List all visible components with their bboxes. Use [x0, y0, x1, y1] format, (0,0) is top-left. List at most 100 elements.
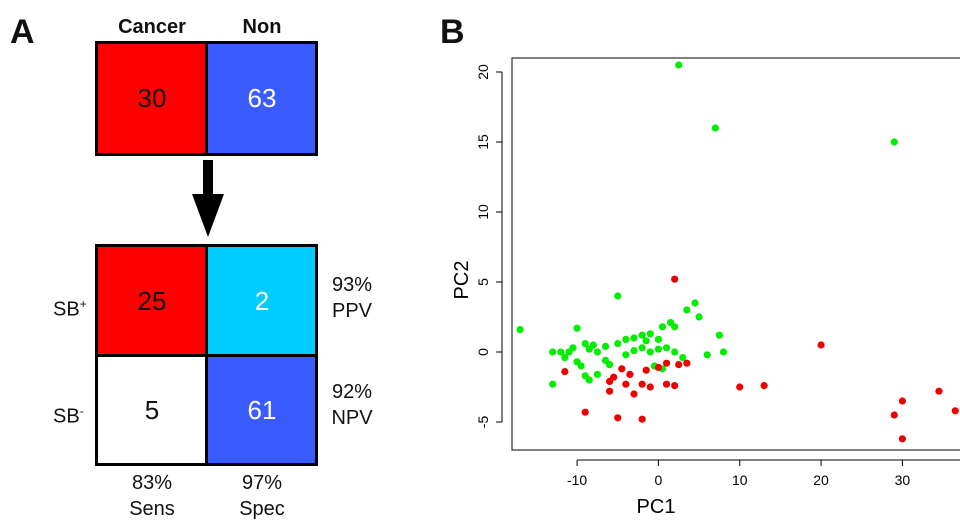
- green-point: [683, 306, 691, 314]
- red-point: [662, 359, 671, 367]
- y-tick-label: 5: [475, 278, 491, 286]
- red-point: [951, 407, 959, 415]
- green-point: [654, 345, 662, 353]
- false-positive-cell: 2: [207, 246, 317, 356]
- green-point: [581, 372, 589, 380]
- red-point: [606, 387, 614, 395]
- spec-stat: 97% Spec: [207, 470, 317, 522]
- sens-stat: 83% Sens: [97, 470, 207, 522]
- red-point: [683, 359, 691, 367]
- true-negative-value: 61: [247, 394, 277, 425]
- red-point: [760, 382, 768, 390]
- red-point: [817, 341, 825, 349]
- green-point: [606, 361, 614, 369]
- sens-percent: 83%: [131, 472, 173, 494]
- green-point: [667, 319, 675, 327]
- red-point: [561, 368, 569, 376]
- red-point: [581, 408, 589, 416]
- true-positive-cell: 25: [97, 246, 207, 356]
- red-point: [618, 365, 626, 373]
- red-point: [662, 380, 671, 388]
- green-point: [585, 345, 593, 353]
- cancer-total-cell: 30: [97, 42, 207, 154]
- x-tick-label: -10: [567, 472, 587, 488]
- green-point: [561, 354, 569, 362]
- true-positive-value: 25: [137, 285, 167, 316]
- red-point: [671, 382, 679, 390]
- cancer-total-value: 30: [137, 82, 167, 113]
- green-point: [601, 342, 610, 350]
- green-point: [516, 326, 524, 334]
- green-point: [549, 380, 557, 388]
- red-point: [642, 366, 650, 374]
- green-point: [630, 334, 638, 342]
- green-point: [691, 299, 699, 307]
- green-point: [642, 337, 650, 345]
- green-point: [671, 348, 679, 356]
- green-point: [715, 331, 723, 339]
- green-point: [565, 348, 573, 356]
- green-point: [711, 124, 719, 132]
- red-point: [638, 380, 646, 388]
- green-point: [549, 348, 557, 356]
- green-point: [630, 347, 638, 355]
- green-point: [638, 331, 646, 339]
- y-tick-label: 20: [475, 64, 491, 80]
- false-positive-value: 2: [254, 285, 270, 316]
- green-point: [614, 340, 622, 348]
- spec-label: Spec: [239, 498, 285, 520]
- panel-b-letter: B: [440, 13, 465, 51]
- row-label-sb-negative-sup: -: [79, 404, 84, 418]
- green-point: [622, 351, 630, 359]
- red-point: [638, 415, 646, 423]
- red-point: [890, 411, 898, 419]
- green-point: [654, 335, 662, 343]
- ppv-stat: 93% PPV: [322, 272, 382, 324]
- green-point: [638, 344, 646, 352]
- npv-percent: 92%: [331, 381, 373, 403]
- green-point: [593, 348, 601, 356]
- green-point: [573, 324, 581, 332]
- green-point: [719, 348, 728, 356]
- green-point: [675, 61, 683, 69]
- x-tick-label: 10: [732, 472, 748, 488]
- red-point: [654, 363, 662, 371]
- ppv-label: PPV: [331, 300, 373, 322]
- ppv-percent: 93%: [331, 274, 373, 296]
- red-point: [671, 275, 679, 283]
- row-label-sb-negative-base: SB: [53, 405, 80, 428]
- false-negative-value: 5: [144, 394, 160, 425]
- green-point: [593, 370, 601, 378]
- red-point: [935, 387, 943, 395]
- y-axis-label: PC2: [451, 261, 473, 300]
- non-total-value: 63: [247, 82, 277, 113]
- green-point: [557, 348, 565, 356]
- green-point: [577, 362, 585, 370]
- red-point: [610, 373, 618, 381]
- panel-a-letter: A: [10, 13, 35, 51]
- y-tick-label: 15: [475, 134, 491, 150]
- red-point: [630, 390, 638, 398]
- x-axis-label: PC1: [637, 496, 676, 518]
- green-point: [890, 138, 898, 146]
- row-label-sb-positive: SB+: [53, 297, 87, 322]
- row-label-sb-positive-sup: +: [79, 297, 87, 311]
- down-arrow-icon: [192, 160, 224, 237]
- red-point: [614, 414, 622, 422]
- red-point: [898, 397, 906, 405]
- y-tick-label: -5: [475, 416, 491, 429]
- red-point: [675, 361, 683, 369]
- red-point: [898, 435, 906, 443]
- green-point: [614, 292, 622, 300]
- red-point: [736, 383, 744, 391]
- npv-label: NPV: [331, 407, 373, 429]
- x-tick-label: 20: [813, 472, 829, 488]
- spec-percent: 97%: [241, 472, 283, 494]
- x-tick-label: 30: [895, 472, 911, 488]
- grid-horizontal-divider: [95, 354, 318, 357]
- green-point: [695, 313, 703, 321]
- sens-label: Sens: [129, 498, 175, 520]
- column-header-non: Non: [242, 16, 282, 38]
